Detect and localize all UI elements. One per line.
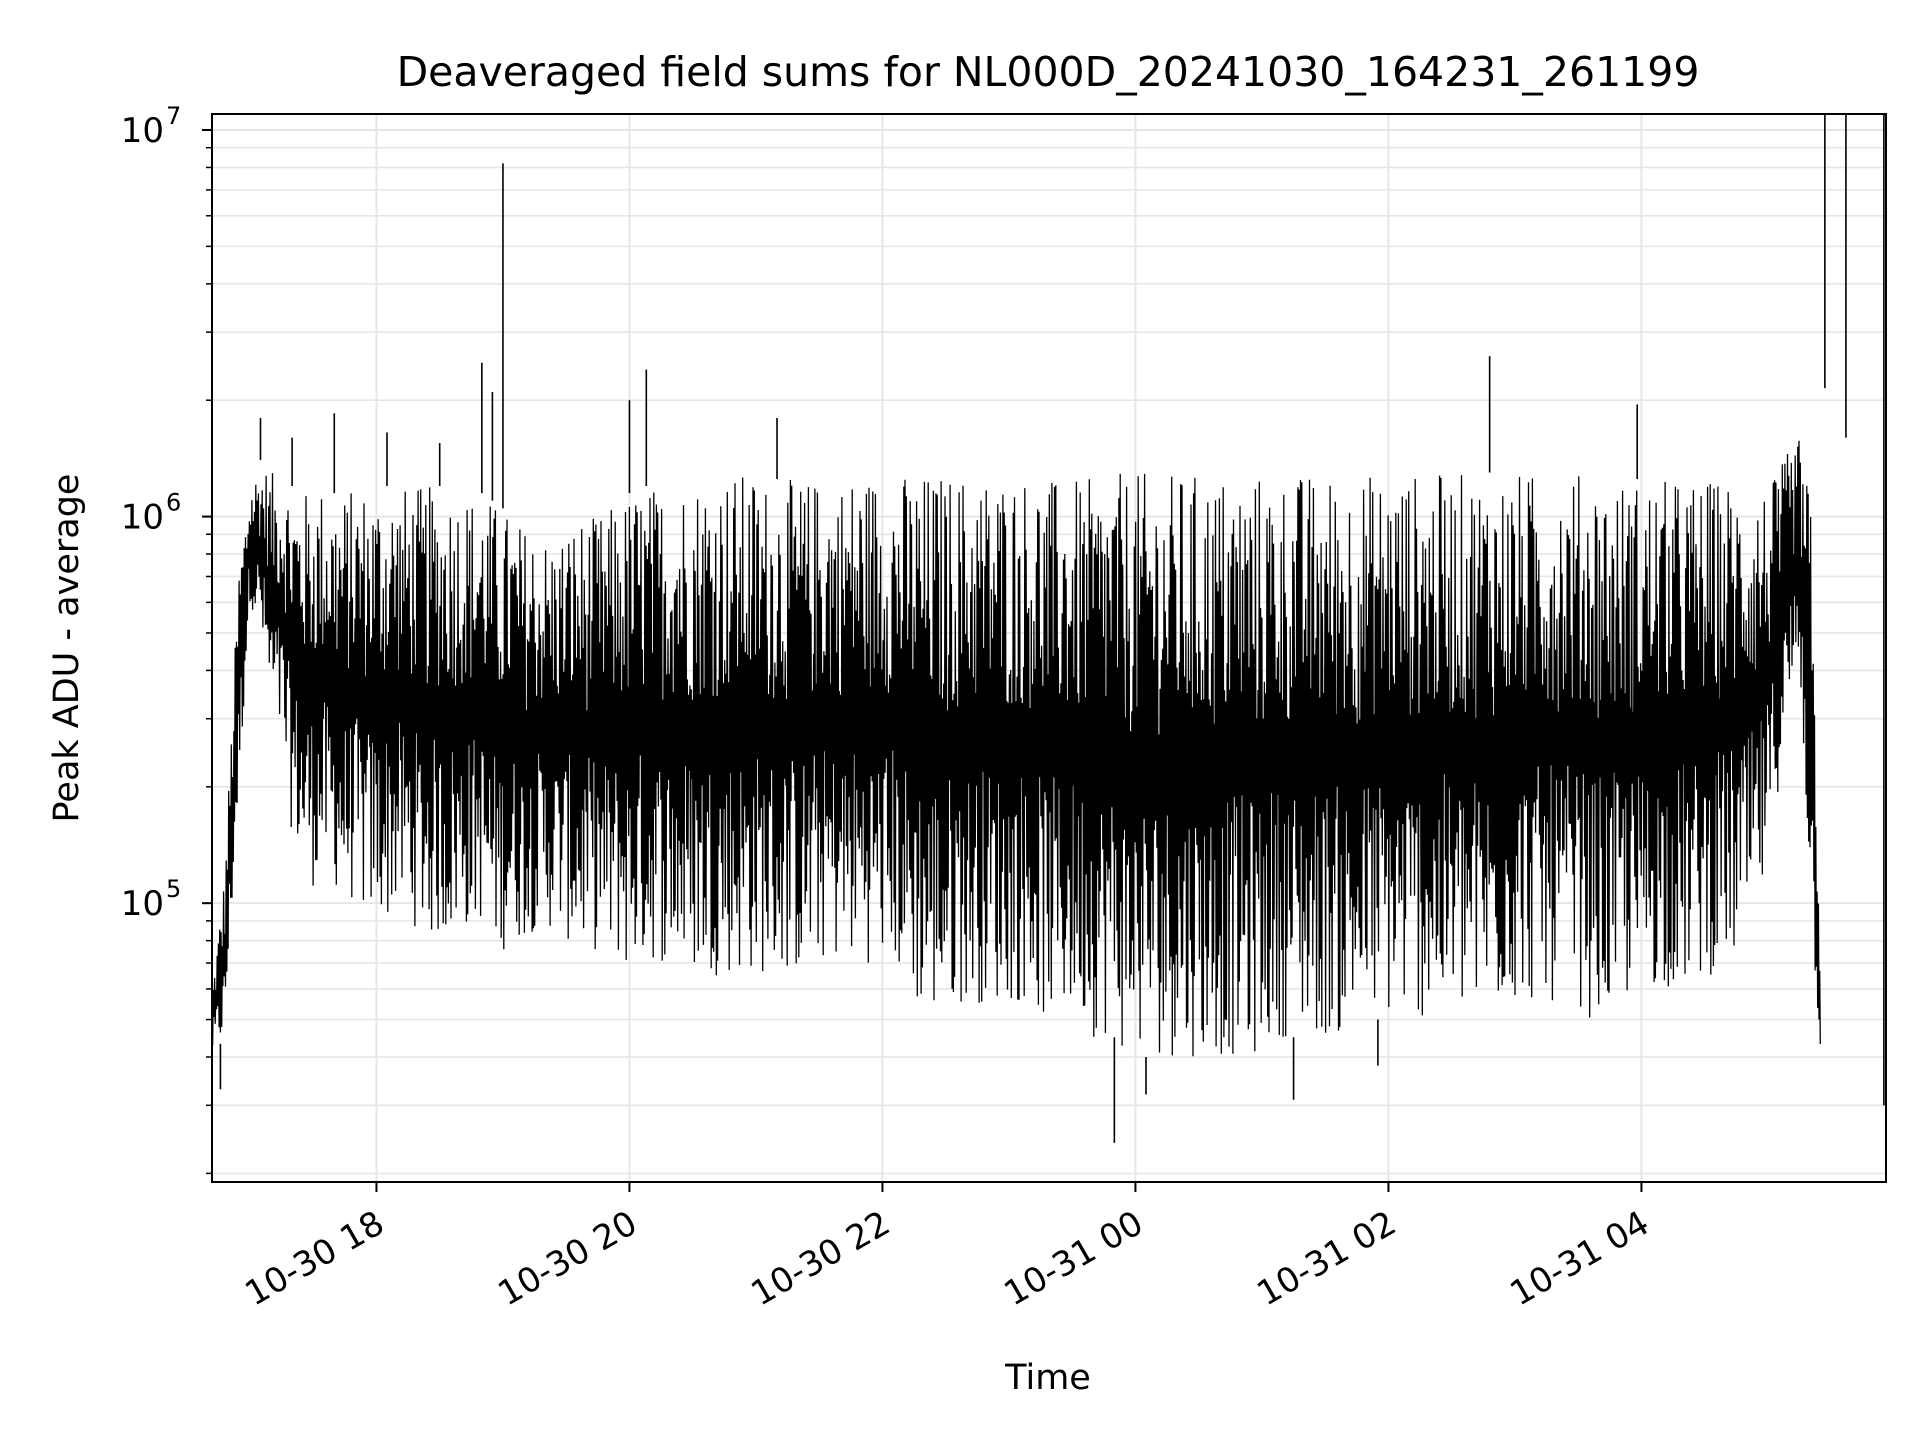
y-tick-exponent: 6 [166,489,181,517]
x-tick-label: 10-31 04 [1504,1203,1656,1314]
x-tick-label: 10-31 02 [1251,1203,1403,1314]
data-series [212,114,1885,1143]
x-tick-label: 10-30 22 [745,1203,897,1314]
x-tick-label: 10-31 00 [998,1203,1150,1314]
x-axis: 10-30 18 10-30 20 10-30 22 10-31 00 10-31 02… [239,1182,1656,1314]
chart-title: Deaveraged field sums for NL000D_2024103… [397,48,1700,96]
y-tick-exponent: 7 [166,102,181,130]
x-tick-label: 10-30 18 [239,1203,391,1314]
x-tick-label: 10-30 20 [492,1203,644,1314]
y-axis-label: Peak ADU - average [47,474,87,823]
y-tick-label: 10 [121,111,164,151]
plot-frame [211,113,1887,1183]
y-tick-label: 10 [121,884,164,924]
y-tick-label: 10 [121,498,164,538]
series-line [212,440,1821,1057]
y-tick-exponent: 5 [166,875,181,903]
x-axis-label: Time [1004,1358,1091,1398]
